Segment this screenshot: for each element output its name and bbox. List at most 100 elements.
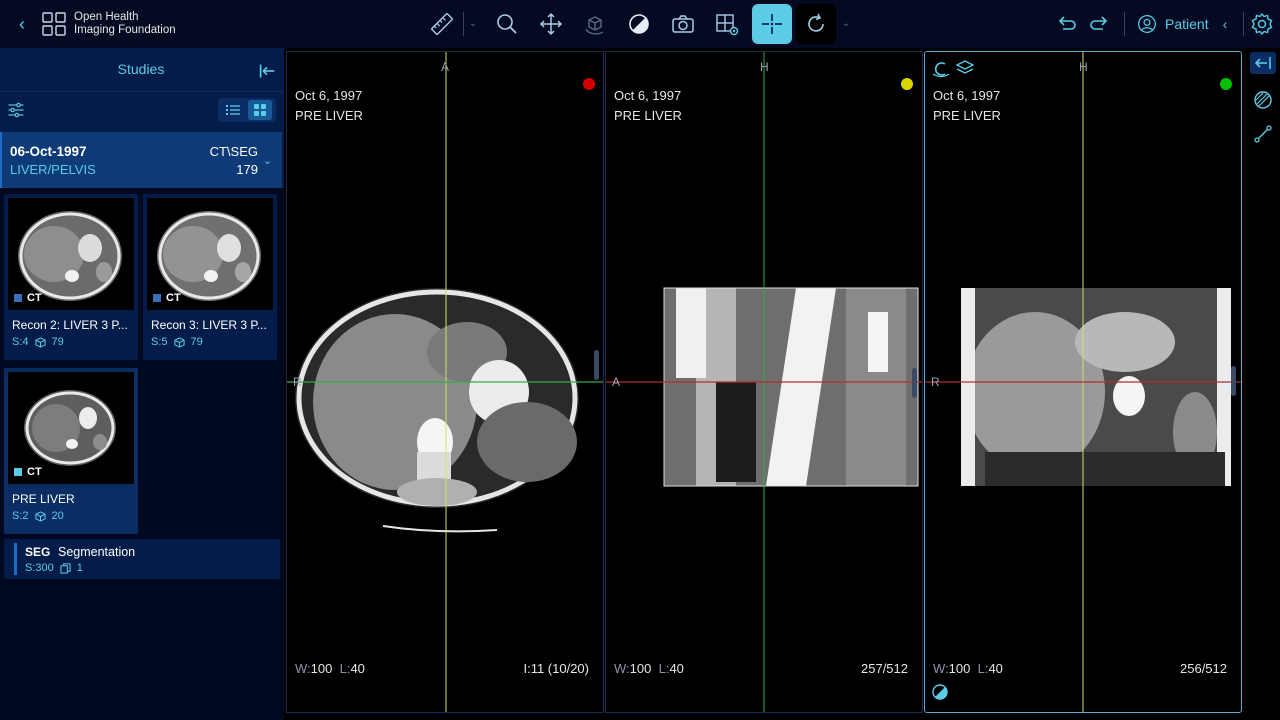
series-instance-count: 20 [51, 510, 64, 522]
study-expand-chevron-icon[interactable]: ⌄ [262, 155, 272, 167]
segmentation-marker [14, 543, 17, 575]
app-title: Open Health Imaging Foundation [74, 11, 176, 37]
series-description: PRE LIVER [12, 492, 75, 506]
window-level-indicator-icon[interactable] [932, 684, 948, 700]
study-date-overlay: Oct 6, 1997 [614, 88, 682, 103]
study-item[interactable]: 06-Oct-1997 LIVER/PELVIS CT\SEG 179 ⌄ [0, 132, 282, 188]
series-thumbnail[interactable]: CT Recon 2: LIVER 3 P... S:4 79 [4, 194, 138, 360]
orientation-marker-left: A [612, 375, 621, 389]
measurements-panel-button[interactable] [1252, 123, 1274, 145]
study-filter-bar [0, 92, 284, 132]
top-toolbar: ‹ Open Health Imaging Foundation ⌄ [0, 0, 1280, 48]
study-date-overlay: Oct 6, 1997 [295, 88, 363, 103]
crosshair-icon [762, 14, 782, 34]
series-thumbnail-list: CT Recon 2: LIVER 3 P... S:4 79 [0, 188, 284, 720]
reference-lines-icon[interactable] [931, 59, 951, 79]
copy-stack-icon [60, 562, 71, 574]
more-tools-chevron-icon[interactable]: ⌄ [841, 18, 851, 29]
viewport-coronal-active[interactable]: H R Oct 6, 1997 PRE LIVER W:100 L:40 256… [924, 51, 1242, 713]
level-label: L: [658, 661, 670, 676]
modality-color-marker [153, 294, 161, 302]
study-date-overlay: Oct 6, 1997 [933, 88, 1001, 103]
measurement-tool-button[interactable] [422, 4, 462, 44]
camera-icon [672, 15, 694, 33]
slice-index-overlay: 257/512 [861, 661, 908, 676]
move-arrows-icon [539, 12, 563, 36]
study-browser-panel: Studies [0, 48, 284, 720]
viewport-color-dot [583, 78, 595, 90]
ruler-icon [431, 13, 453, 35]
series-description-overlay: PRE LIVER [295, 108, 363, 123]
series-instance-count: 79 [51, 336, 64, 348]
viewport-scrollbar[interactable] [1231, 366, 1236, 396]
contrast-icon [629, 14, 649, 34]
segmentation-name: Segmentation [58, 545, 136, 559]
measurement-dropdown-chevron-icon[interactable]: ⌄ [468, 18, 478, 29]
undo-button[interactable] [1045, 4, 1085, 44]
viewport-sagittal[interactable]: H A Oct 6, 1997 PRE LIVER W:100 L:40 257… [605, 51, 923, 713]
series-thumbnail-active[interactable]: CT PRE LIVER S:2 20 [4, 368, 138, 534]
segmentation-series-item[interactable]: SEG Segmentation S:300 1 [4, 539, 280, 579]
window-value: 100 [629, 661, 652, 676]
series-thumbnail-image: CT [8, 372, 134, 484]
viewport-scrollbar[interactable] [912, 368, 917, 398]
expand-panel-icon [1254, 57, 1271, 69]
3d-rotate-tool-button[interactable] [575, 4, 615, 44]
pan-tool-button[interactable] [531, 4, 571, 44]
study-browser-header: Studies [0, 48, 284, 92]
level-value: 40 [988, 661, 1003, 676]
rotate-tool-button[interactable] [796, 4, 836, 44]
layout-grid-icon [716, 14, 739, 36]
series-thumbnail[interactable]: CT Recon 3: LIVER 3 P... S:5 79 [143, 194, 277, 360]
segmentation-panel-button[interactable] [1252, 89, 1274, 111]
level-label: L: [339, 661, 351, 676]
series-number: S:2 [12, 510, 29, 522]
slice-index-overlay: I:11 (10/20) [523, 661, 589, 676]
patient-user-icon [1138, 15, 1156, 33]
capture-tool-button[interactable] [663, 4, 703, 44]
coronal-ct-image [925, 52, 1241, 712]
window-level-tool-button[interactable] [619, 4, 659, 44]
study-browser-title: Studies [117, 61, 165, 77]
toolbar-separator [1243, 12, 1244, 36]
segmentation-meta: S:300 1 [25, 562, 83, 574]
slice-index-overlay: 256/512 [1180, 661, 1227, 676]
viewport-axial[interactable]: A R Oct 6, 1997 PRE LIVER W:100 L:40 I:1… [286, 51, 604, 713]
redo-icon [1090, 16, 1108, 30]
study-date: 06-Oct-1997 [10, 144, 87, 159]
list-view-button[interactable] [222, 100, 244, 120]
segmentation-modality: SEG [25, 545, 51, 559]
series-meta: S:5 79 [151, 336, 203, 348]
view-mode-toggle [218, 98, 276, 122]
filter-settings-icon[interactable] [6, 100, 26, 120]
series-modality: CT [166, 292, 181, 304]
series-description-overlay: PRE LIVER [614, 108, 682, 123]
thumbnail-view-button[interactable] [248, 100, 272, 120]
list-view-icon [226, 105, 240, 115]
layout-tool-button[interactable] [707, 4, 747, 44]
window-value: 100 [948, 661, 971, 676]
settings-button[interactable] [1242, 4, 1280, 44]
window-level-overlay: W:100 L:40 [933, 661, 1003, 676]
study-modalities: CT\SEG [209, 144, 258, 159]
viewport-scrollbar[interactable] [594, 350, 599, 380]
series-thumbnail-image: CT [8, 198, 134, 310]
zoom-tool-button[interactable] [487, 4, 527, 44]
right-side-panel-rail [1245, 48, 1280, 720]
instances-stack-icon [34, 336, 46, 348]
level-label: L: [977, 661, 989, 676]
window-level-overlay: W:100 L:40 [614, 661, 684, 676]
orientation-marker-left: R [293, 375, 302, 389]
back-chevron-icon[interactable]: ‹ [19, 14, 25, 34]
redo-button[interactable] [1081, 4, 1121, 44]
orientation-marker-left: R [931, 375, 940, 389]
series-modality: CT [27, 466, 42, 478]
series-description: Recon 3: LIVER 3 P... [151, 318, 267, 332]
crosshairs-tool-button[interactable] [752, 4, 792, 44]
layers-icon[interactable] [955, 59, 975, 79]
expand-right-panel-button[interactable] [1250, 52, 1276, 74]
collapse-panel-icon[interactable] [256, 60, 278, 82]
app-title-line2: Imaging Foundation [74, 24, 176, 36]
patient-info-toggle[interactable]: Patient ‹ [1137, 12, 1227, 36]
toolbar-separator [1124, 12, 1125, 36]
